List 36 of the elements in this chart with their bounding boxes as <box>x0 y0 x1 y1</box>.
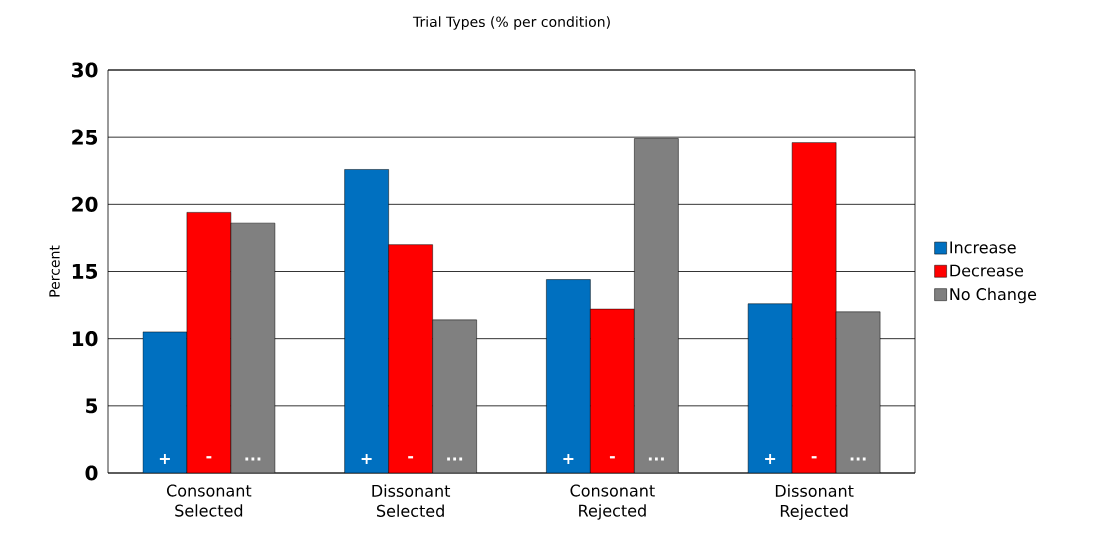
legend-label: Increase <box>950 241 1016 254</box>
bar <box>230 222 276 473</box>
legend-label: Decrease <box>950 264 1024 277</box>
chart-title: Trial Types (% per condition) <box>412 16 610 30</box>
data-label: ... <box>850 457 866 461</box>
bar <box>590 308 635 473</box>
y-tick-label: 25 <box>72 129 98 145</box>
bar <box>432 319 477 473</box>
data-label: - <box>609 456 615 459</box>
data-label: + <box>361 453 372 465</box>
y-tick-label: 30 <box>71 62 98 78</box>
x-tick-label: Consonant Rejected <box>570 484 655 520</box>
data-label: ... <box>648 457 664 461</box>
bar <box>835 311 881 473</box>
data-label: + <box>765 453 776 465</box>
data-label: - <box>811 456 817 459</box>
x-tick-label: Consonant Selected <box>166 484 252 517</box>
data-label: + <box>159 453 170 465</box>
bar <box>388 244 433 473</box>
y-tick-label: 20 <box>72 196 98 212</box>
data-label: - <box>206 456 212 459</box>
y-axis-title: Percent <box>49 245 60 297</box>
y-tick-label: 5 <box>86 398 98 414</box>
bar <box>791 142 837 473</box>
x-tick-label: Dissonant Rejected <box>775 484 854 521</box>
data-label: ... <box>447 457 463 461</box>
y-tick-label: 10 <box>72 331 98 347</box>
y-tick-label: 0 <box>85 465 98 481</box>
x-tick-label: Dissonant Selected <box>372 484 451 517</box>
data-label: ... <box>245 457 261 461</box>
data-label: - <box>408 456 414 459</box>
legend-label: No Change <box>950 287 1037 304</box>
data-label: + <box>563 453 574 465</box>
bar <box>186 212 232 473</box>
bar <box>634 138 679 473</box>
y-tick-label: 15 <box>72 264 98 279</box>
